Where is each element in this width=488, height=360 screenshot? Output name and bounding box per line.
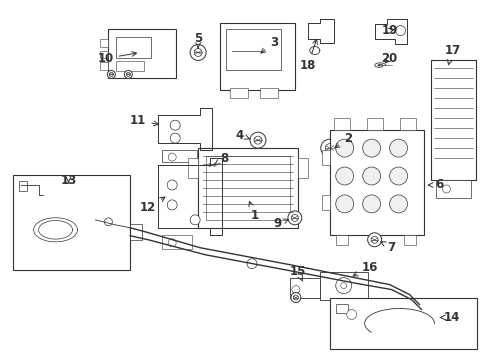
Bar: [436, 180, 470, 198]
Bar: [13, 175, 130, 270]
Circle shape: [170, 120, 180, 130]
Bar: [321, 150, 329, 165]
Bar: [130, 224, 142, 240]
Circle shape: [126, 72, 130, 76]
Bar: [333, 118, 349, 130]
Circle shape: [249, 132, 265, 148]
Bar: [205, 156, 289, 220]
Circle shape: [362, 139, 380, 157]
Circle shape: [442, 185, 449, 193]
Bar: [321, 195, 329, 210]
Circle shape: [291, 285, 299, 293]
Bar: [162, 150, 197, 162]
Circle shape: [346, 310, 356, 319]
Circle shape: [362, 167, 380, 185]
Bar: [108, 28, 176, 78]
Circle shape: [104, 218, 112, 226]
Circle shape: [194, 49, 202, 57]
Circle shape: [291, 214, 298, 221]
Bar: [220, 23, 294, 90]
Text: 19: 19: [381, 24, 397, 37]
Bar: [198, 148, 297, 228]
Text: 1: 1: [248, 202, 259, 222]
Bar: [366, 118, 382, 130]
Text: 10: 10: [97, 51, 136, 65]
Circle shape: [335, 139, 353, 157]
Bar: [100, 62, 108, 71]
Circle shape: [124, 71, 132, 78]
Circle shape: [340, 283, 346, 289]
Text: 11: 11: [130, 114, 158, 127]
Circle shape: [325, 144, 334, 153]
Bar: [430, 60, 475, 180]
Bar: [188, 158, 198, 178]
Text: 9: 9: [273, 217, 288, 230]
Bar: [116, 62, 144, 71]
Text: 4: 4: [235, 129, 249, 142]
Bar: [297, 158, 307, 178]
Text: 14: 14: [439, 311, 459, 324]
Circle shape: [246, 259, 256, 269]
Circle shape: [253, 136, 262, 144]
Text: 16: 16: [352, 261, 377, 276]
Circle shape: [190, 45, 205, 60]
Text: 17: 17: [444, 44, 460, 65]
Circle shape: [370, 236, 377, 243]
Circle shape: [362, 195, 380, 213]
Circle shape: [170, 133, 180, 143]
Text: 3: 3: [261, 36, 277, 53]
Circle shape: [287, 211, 301, 225]
Bar: [100, 39, 108, 46]
Circle shape: [395, 26, 405, 36]
Circle shape: [293, 295, 298, 300]
Circle shape: [290, 293, 300, 302]
Circle shape: [389, 139, 407, 157]
Bar: [289, 278, 319, 298]
Text: 13: 13: [60, 174, 77, 186]
Text: 5: 5: [194, 32, 202, 48]
Text: 18: 18: [299, 39, 317, 72]
Circle shape: [167, 180, 177, 190]
Bar: [335, 303, 347, 314]
Circle shape: [344, 276, 354, 285]
Bar: [329, 298, 476, 349]
Circle shape: [389, 167, 407, 185]
Circle shape: [367, 233, 381, 247]
Text: 12: 12: [140, 197, 164, 215]
Circle shape: [167, 200, 177, 210]
Bar: [229, 88, 247, 98]
Bar: [403, 235, 415, 245]
Text: 2: 2: [334, 132, 351, 148]
Circle shape: [320, 139, 338, 157]
Circle shape: [190, 215, 200, 225]
Text: 7: 7: [380, 241, 395, 254]
Bar: [329, 130, 424, 235]
Text: 6: 6: [427, 179, 443, 192]
Circle shape: [335, 167, 353, 185]
Text: 20: 20: [381, 52, 397, 65]
Bar: [335, 235, 347, 245]
Bar: [260, 88, 277, 98]
Bar: [100, 50, 108, 58]
Circle shape: [107, 71, 115, 78]
Circle shape: [204, 158, 219, 172]
Circle shape: [335, 278, 351, 293]
Bar: [399, 118, 415, 130]
Circle shape: [389, 195, 407, 213]
Circle shape: [168, 153, 176, 161]
Circle shape: [335, 195, 353, 213]
Bar: [162, 235, 192, 249]
Bar: [116, 37, 151, 58]
Text: 8: 8: [214, 152, 228, 165]
Circle shape: [168, 239, 176, 247]
Bar: [319, 272, 367, 300]
Bar: [19, 181, 26, 191]
Circle shape: [208, 162, 215, 168]
Bar: [225, 28, 280, 71]
Circle shape: [109, 72, 113, 76]
Text: 15: 15: [289, 265, 305, 281]
